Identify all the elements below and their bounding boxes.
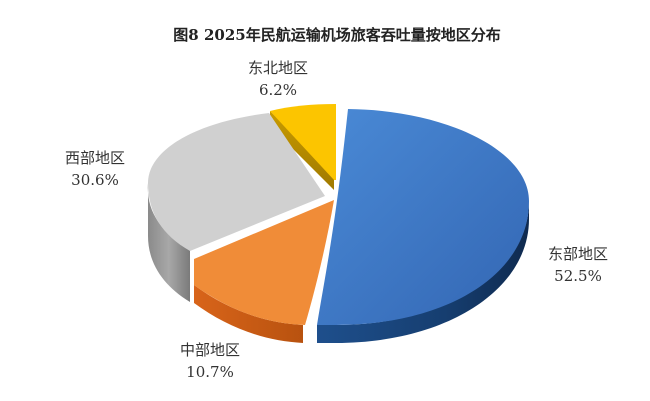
label-west-value: 30.6% xyxy=(71,171,119,189)
slice-west xyxy=(148,113,325,251)
slice-east-side xyxy=(317,201,529,343)
chart-title: 图8 2025年民航运输机场旅客吞吐量按地区分布 xyxy=(173,26,500,44)
label-central-value: 10.7% xyxy=(186,363,234,381)
label-west-name: 西部地区 xyxy=(65,149,125,167)
slice-tops xyxy=(148,104,529,325)
slice-west-side xyxy=(147,183,190,302)
slice-walls xyxy=(147,111,529,343)
label-northeast-name: 东北地区 xyxy=(248,59,308,77)
slice-east xyxy=(317,109,529,325)
data-labels: 东部地区 52.5% 中部地区 10.7% 西部地区 30.6% 东北地区 6.… xyxy=(65,59,608,381)
label-central-name: 中部地区 xyxy=(180,341,240,359)
slice-central-side xyxy=(194,259,303,343)
label-east-name: 东部地区 xyxy=(548,245,608,263)
label-northeast-value: 6.2% xyxy=(259,81,297,99)
label-east-value: 52.5% xyxy=(554,267,602,285)
slice-northeast xyxy=(270,104,336,180)
slice-northeast-side xyxy=(270,111,334,190)
slice-central xyxy=(194,200,334,325)
